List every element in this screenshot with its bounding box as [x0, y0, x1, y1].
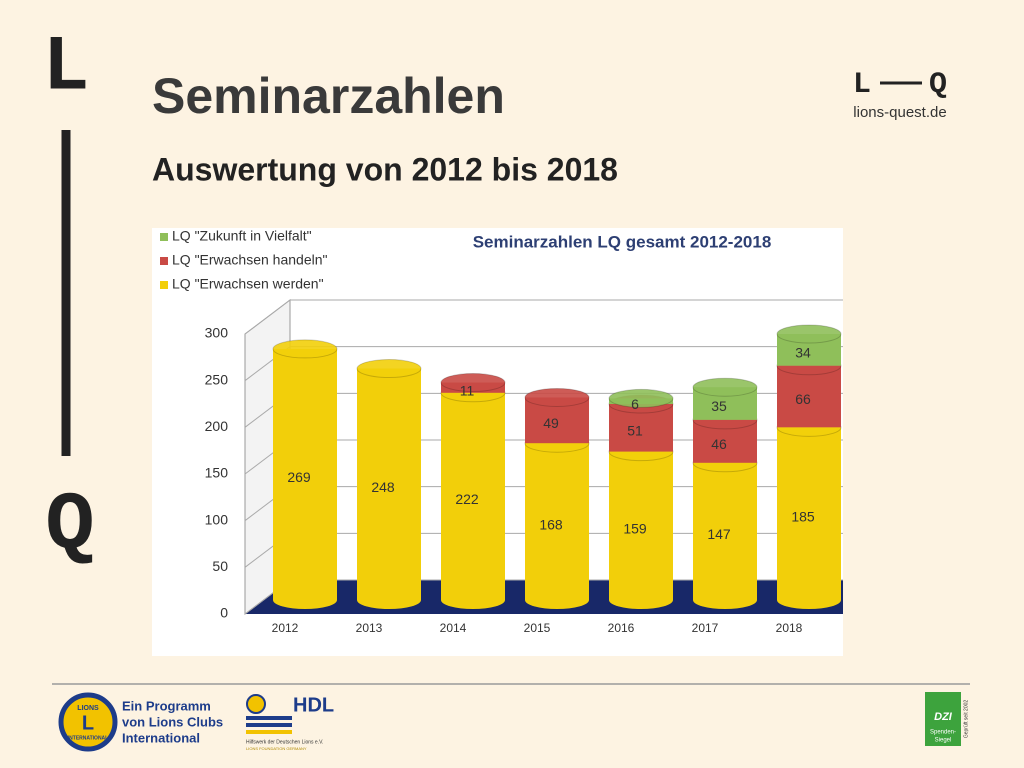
- dzi-side: Geprüft seit 2002: [963, 700, 969, 739]
- data-label: 159: [623, 521, 647, 537]
- bar-top: [608, 388, 674, 408]
- x-tick-label: 2017: [692, 621, 719, 635]
- logo-letter: Q: [929, 68, 947, 102]
- x-tick-label: 2016: [608, 621, 635, 635]
- logo-url: lions-quest.de: [853, 104, 946, 121]
- y-tick-label: 0: [220, 605, 228, 621]
- data-label: 51: [627, 423, 643, 439]
- bar: [777, 427, 841, 600]
- x-tick-label: 2018: [776, 621, 803, 635]
- data-label: 35: [711, 398, 727, 414]
- emblem-letter: L: [82, 712, 94, 734]
- bar: [441, 392, 505, 600]
- hdl-line: LIONS FOUNDATION GERMANY: [246, 746, 307, 751]
- hdl-text: HDL: [293, 694, 334, 716]
- legend-label: LQ "Zukunft in Vielfalt": [172, 228, 312, 244]
- dzi-text: Siegel: [935, 738, 952, 744]
- bar-top: [356, 359, 422, 379]
- data-label: 49: [543, 415, 559, 431]
- side-letter: L: [43, 25, 90, 113]
- data-label: 46: [711, 436, 727, 452]
- data-label: 11: [460, 382, 475, 398]
- grid-line: [244, 299, 291, 335]
- dzi-text: Spenden-: [930, 730, 956, 736]
- bar-top: [524, 387, 590, 407]
- bar-top: [272, 339, 338, 359]
- y-tick-label: 300: [205, 325, 229, 341]
- bar: [693, 462, 757, 600]
- legend-label: LQ "Erwachsen handeln": [172, 252, 328, 268]
- y-tick-label: 250: [205, 371, 229, 387]
- bar-top: [440, 373, 506, 393]
- slide-subtitle: Auswertung von 2012 bis 2018: [152, 151, 618, 187]
- bar: [525, 443, 589, 600]
- footer-text: von Lions Clubs: [122, 714, 223, 729]
- legend-swatch: [160, 281, 168, 289]
- x-tick-label: 2013: [356, 621, 383, 635]
- data-label: 269: [287, 469, 311, 485]
- data-label: 248: [371, 479, 395, 495]
- data-label: 222: [455, 491, 479, 507]
- bar: [357, 368, 421, 600]
- dzi-seal: [925, 692, 961, 746]
- hdl-stripe: [246, 716, 292, 720]
- emblem-text: INTERNATIONAL: [68, 735, 108, 741]
- data-label: 185: [791, 508, 815, 524]
- hdl-emblem: [246, 694, 266, 714]
- data-label: 6: [631, 396, 639, 412]
- slide-title: Seminarzahlen: [152, 68, 505, 124]
- hdl-stripe: [246, 723, 292, 727]
- data-label: 168: [539, 516, 563, 532]
- y-tick-label: 50: [212, 558, 228, 574]
- bar-top: [692, 377, 758, 397]
- bar: [609, 451, 673, 600]
- x-tick-label: 2014: [440, 621, 467, 635]
- data-label: 34: [795, 345, 811, 361]
- lions-emblem: [58, 692, 118, 752]
- hdl-stripe: [246, 730, 292, 734]
- bar-top: [776, 324, 842, 344]
- bar: [777, 365, 841, 428]
- footer-text: International: [122, 730, 200, 745]
- y-tick-label: 200: [205, 418, 229, 434]
- hdl-line: Hilfswerk der Deutschen Lions e.V.: [246, 739, 323, 745]
- dzi-text: DZI: [934, 711, 953, 723]
- chart-title: Seminarzahlen LQ gesamt 2012-2018: [473, 232, 772, 251]
- y-tick-label: 100: [205, 511, 229, 527]
- emblem-text: LIONS: [77, 705, 99, 712]
- legend-swatch: [160, 233, 168, 241]
- legend-swatch: [160, 257, 168, 265]
- legend-label: LQ "Erwachsen werden": [172, 276, 324, 292]
- data-label: 147: [707, 526, 731, 542]
- footer-text: Ein Programm: [122, 698, 211, 713]
- x-tick-label: 2015: [524, 621, 551, 635]
- data-label: 66: [795, 391, 811, 407]
- x-tick-label: 2012: [272, 621, 299, 635]
- bar: [273, 348, 337, 600]
- y-tick-label: 150: [205, 465, 229, 481]
- logo-letter: L: [853, 68, 871, 102]
- side-letter: Q: [45, 480, 94, 573]
